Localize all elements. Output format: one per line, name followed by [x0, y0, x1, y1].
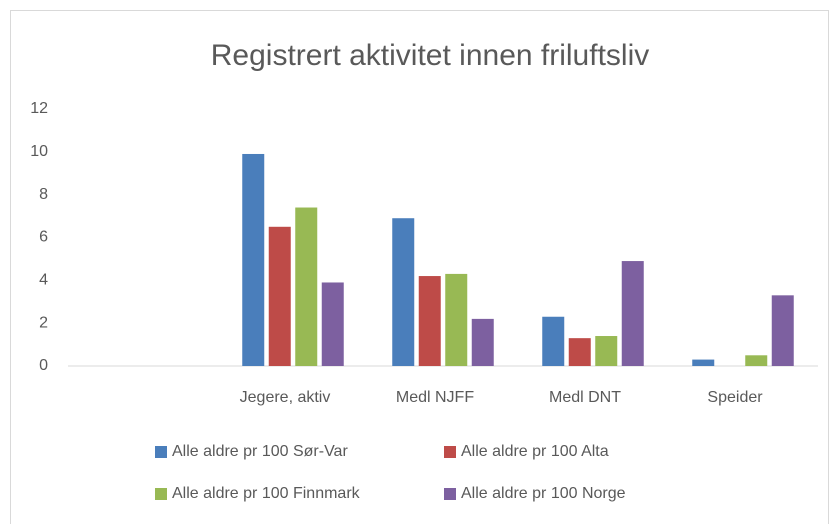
legend-swatch — [155, 446, 167, 458]
legend-label: Alle aldre pr 100 Alta — [461, 443, 609, 460]
y-tick-label: 4 — [39, 272, 48, 289]
bar — [771, 295, 794, 366]
bar — [621, 261, 644, 366]
bar — [542, 316, 565, 366]
y-tick-label: 6 — [39, 229, 48, 246]
legend-label: Alle aldre pr 100 Norge — [461, 485, 626, 502]
bar — [242, 153, 265, 366]
x-tick-label: Medl DNT — [549, 389, 621, 406]
legend-label: Alle aldre pr 100 Finnmark — [172, 485, 361, 502]
y-tick-label: 2 — [39, 314, 48, 331]
x-tick-label: Speider — [707, 389, 763, 406]
bar — [471, 318, 494, 366]
legend-swatch — [444, 446, 456, 458]
chart-border — [10, 10, 829, 524]
bar — [445, 273, 468, 366]
chart-title: Registrert aktivitet innen friluftsliv — [211, 39, 650, 72]
bar — [595, 336, 618, 366]
x-tick-label: Jegere, aktiv — [240, 389, 331, 406]
y-tick-label: 12 — [30, 100, 48, 117]
bar — [268, 226, 291, 366]
bar — [392, 218, 415, 366]
y-tick-label: 8 — [39, 186, 48, 203]
bar — [692, 359, 715, 366]
y-tick-label: 0 — [39, 357, 48, 374]
legend-label: Alle aldre pr 100 Sør-Var — [172, 443, 348, 460]
bar — [418, 276, 441, 366]
bar — [295, 207, 318, 366]
bar — [568, 338, 591, 366]
x-tick-label: Medl NJFF — [396, 389, 474, 406]
bar — [321, 282, 344, 366]
legend-swatch — [155, 488, 167, 500]
legend-swatch — [444, 488, 456, 500]
y-tick-label: 10 — [30, 143, 48, 160]
bar — [745, 355, 768, 366]
